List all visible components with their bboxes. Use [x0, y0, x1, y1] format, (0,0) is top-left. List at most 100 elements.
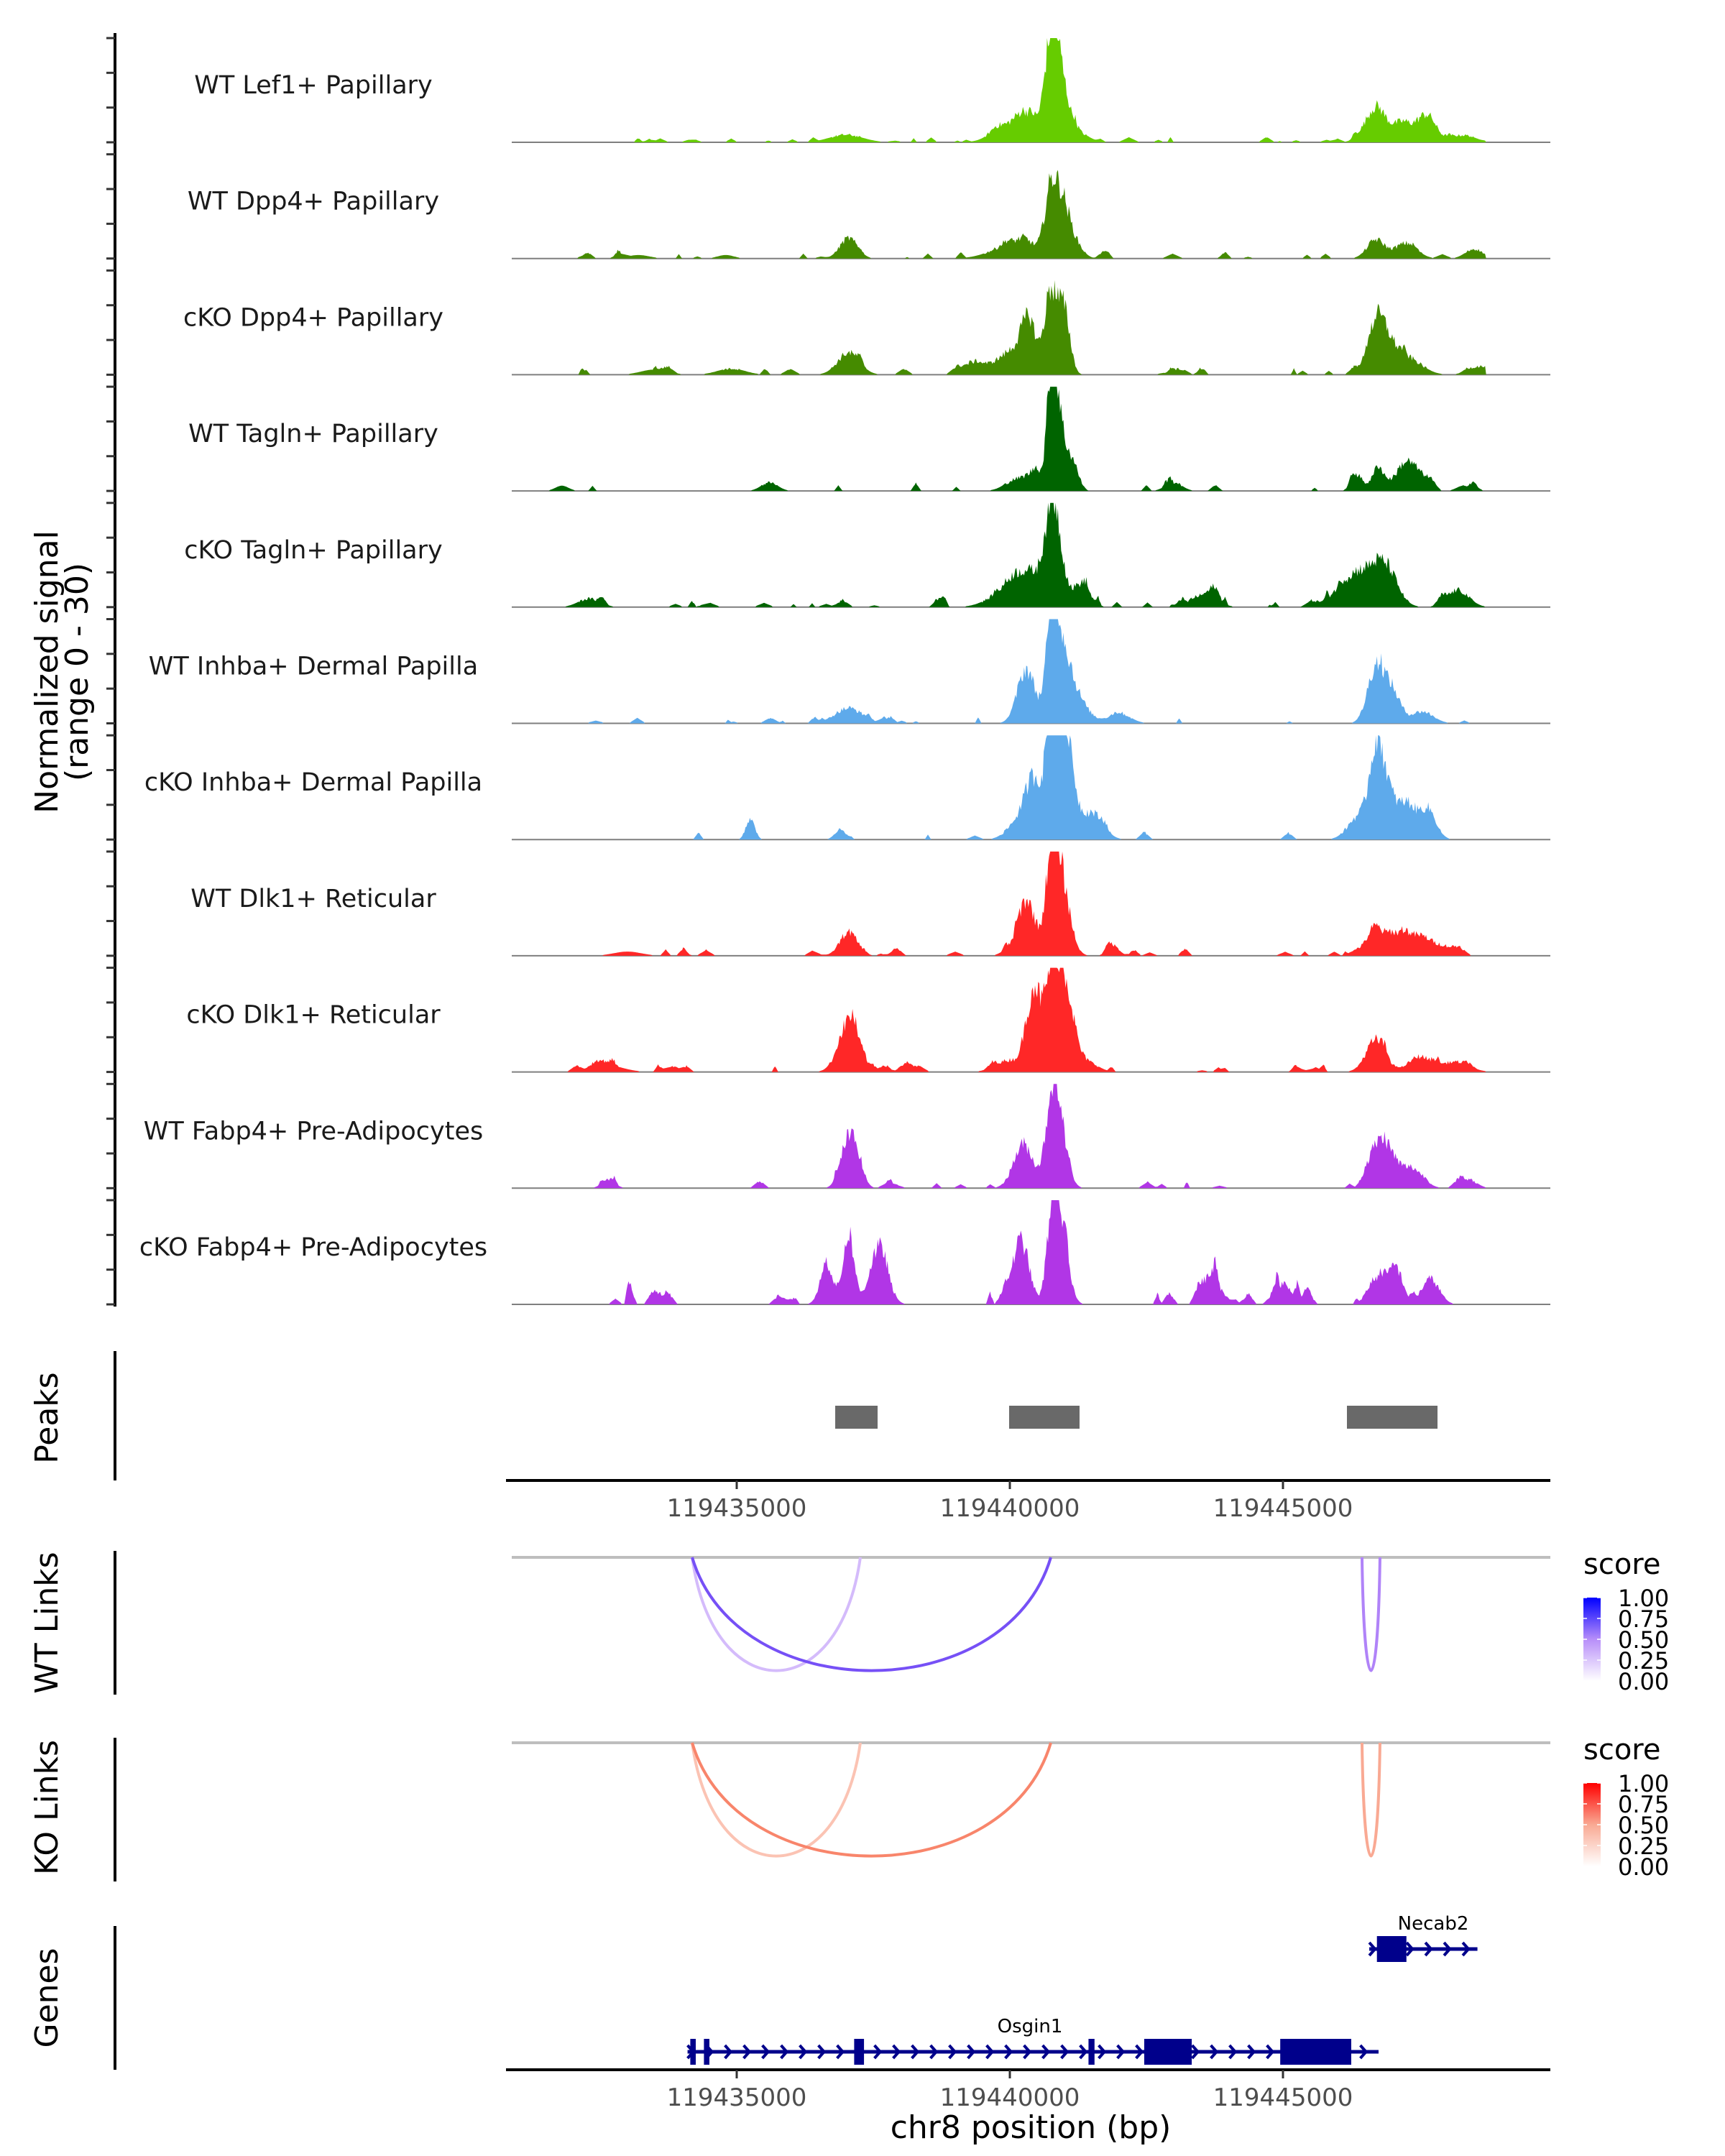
- coverage-signal-area: [506, 619, 1550, 724]
- wt-score-legend: score 1.000.750.500.250.00: [1583, 1548, 1669, 1695]
- coverage-track: WT Dlk1+ Reticular: [190, 851, 1550, 957]
- genes-track-label: Genes: [29, 1948, 65, 2047]
- strand-arrow-icon: [929, 2044, 939, 2060]
- peaks-track-label: Peaks: [29, 1372, 65, 1463]
- legend-tick-label: 1.00: [1618, 1770, 1669, 1797]
- strand-arrow-icon: [817, 2044, 827, 2060]
- link-arc: [691, 1742, 862, 1858]
- coverage-track-label: WT Inhba+ Dermal Papilla: [149, 653, 478, 681]
- coverage-signal-area: [506, 1084, 1550, 1189]
- coverage-signal-area: [506, 170, 1550, 259]
- ko-links-track: KO Links: [29, 1738, 1550, 1881]
- wt-link-arcs: [691, 1557, 1381, 1672]
- legend-tick-label: 0.25: [1618, 1833, 1669, 1860]
- legend-title: score: [1583, 1548, 1660, 1581]
- link-arc: [1360, 1557, 1381, 1672]
- wt-links-label: WT Links: [29, 1552, 65, 1693]
- strand-arrow-icon: [836, 2044, 845, 2060]
- x-axis-peaks: 119435000 119440000 119445000: [506, 1479, 1550, 1523]
- strand-arrow-icon: [1228, 2044, 1238, 2060]
- coverage-signal-area: [506, 387, 1550, 492]
- strand-arrow-icon: [724, 2044, 733, 2060]
- gene-exon: [704, 2039, 709, 2065]
- legend-tick-label: 0.00: [1618, 1668, 1669, 1695]
- strand-arrow-icon: [799, 2044, 808, 2060]
- x-axis-tick-label: 119435000: [667, 2083, 807, 2112]
- x-axis-tick-label: 119445000: [1213, 2083, 1353, 2112]
- gene-exon: [1088, 2039, 1095, 2065]
- link-arc: [691, 1557, 1052, 1672]
- x-axis-tick-label: 119435000: [667, 1494, 807, 1523]
- gene-exon: [1376, 1936, 1407, 1962]
- x-axis-tick-label: 119445000: [1213, 1494, 1353, 1523]
- coverage-track: WT Dpp4+ Papillary: [188, 170, 1550, 259]
- coverage-signal-area: [506, 502, 1550, 607]
- strand-arrow-icon: [742, 2044, 752, 2060]
- ko-score-legend: score 1.000.750.500.250.00: [1583, 1733, 1669, 1881]
- gene-exon: [854, 2039, 865, 2065]
- strand-arrow-icon: [1135, 2044, 1144, 2060]
- coverage-signal-area: [506, 280, 1550, 375]
- strand-arrow-icon: [1191, 2044, 1200, 2060]
- peak-region: [835, 1406, 878, 1429]
- coverage-track: cKO Inhba+ Dermal Papilla: [144, 735, 1550, 841]
- coverage-track-label: WT Lef1+ Papillary: [194, 71, 433, 100]
- legend-tick-label: 0.50: [1618, 1626, 1669, 1654]
- strand-arrow-icon: [948, 2044, 957, 2060]
- legend-tick-label: 1.00: [1618, 1585, 1669, 1612]
- strand-arrow-icon: [967, 2044, 976, 2060]
- coverage-y-axis-label: Normalized signal: [29, 530, 65, 814]
- gene-name-label: Osgin1: [998, 2016, 1063, 2037]
- gene-exon: [1280, 2039, 1351, 2065]
- peak-region: [1009, 1406, 1080, 1429]
- coverage-y-axis-label-range: (range 0 - 30): [59, 563, 96, 781]
- legend-tick-label: 0.75: [1618, 1791, 1669, 1818]
- link-arc: [691, 1742, 1052, 1858]
- peak-regions: [835, 1406, 1438, 1429]
- x-axis-genes: 119435000 119440000 119445000: [506, 2068, 1550, 2112]
- legend-tick-label: 0.00: [1618, 1853, 1669, 1881]
- coverage-track: cKO Tagln+ Papillary: [184, 502, 1550, 608]
- coverage-track-label: cKO Tagln+ Papillary: [184, 536, 443, 565]
- gene-model: Necab2: [1368, 1913, 1478, 1962]
- gene-name-label: Necab2: [1398, 1913, 1469, 1935]
- x-axis-title: chr8 position (bp): [891, 2109, 1172, 2146]
- strand-arrow-icon: [1424, 1941, 1433, 1957]
- coverage-track: WT Lef1+ Papillary: [194, 38, 1550, 143]
- strand-arrow-icon: [1023, 2044, 1032, 2060]
- coverage-track-label: cKO Fabp4+ Pre-Adipocytes: [139, 1233, 487, 1262]
- coverage-signal-area: [506, 967, 1550, 1072]
- ko-links-label: KO Links: [29, 1740, 65, 1875]
- genes-track: Genes Osgin1 Necab2: [29, 1913, 1478, 2070]
- legend-tick-label: 0.50: [1618, 1812, 1669, 1839]
- coverage-track: WT Inhba+ Dermal Papilla: [149, 619, 1550, 724]
- coverage-track: cKO Dlk1+ Reticular: [186, 967, 1550, 1073]
- strand-arrow-icon: [761, 2044, 770, 2060]
- coverage-track: cKO Dpp4+ Papillary: [183, 280, 1550, 376]
- peaks-track: Peaks: [29, 1351, 1438, 1480]
- ko-link-arcs: [691, 1742, 1381, 1858]
- gene-model: Osgin1: [686, 2016, 1379, 2065]
- strand-arrow-icon: [873, 2044, 883, 2060]
- strand-arrow-icon: [985, 2044, 995, 2060]
- coverage-signal-area: [506, 735, 1550, 840]
- x-axis-tick-label: 119440000: [940, 1494, 1080, 1523]
- strand-arrow-icon: [1461, 1941, 1471, 1957]
- strand-arrow-icon: [1060, 2044, 1070, 2060]
- link-arc: [1360, 1742, 1381, 1858]
- strand-arrow-icon: [1004, 2044, 1013, 2060]
- strand-arrow-icon: [1116, 2044, 1126, 2060]
- strand-arrow-icon: [780, 2044, 789, 2060]
- coverage-track-label: WT Dlk1+ Reticular: [190, 885, 436, 913]
- peak-region: [1346, 1406, 1438, 1429]
- strand-arrow-icon: [1405, 1941, 1414, 1957]
- strand-arrow-icon: [1368, 1941, 1377, 1957]
- strand-arrow-icon: [1247, 2044, 1256, 2060]
- wt-links-track: WT Links: [29, 1551, 1550, 1695]
- strand-arrow-icon: [1266, 2044, 1275, 2060]
- legend-tick-label: 0.75: [1618, 1606, 1669, 1633]
- legend-tick-label: 0.25: [1618, 1647, 1669, 1674]
- coverage-tracks: WT Lef1+ Papillary WT Dpp4+ Papillary cKO …: [139, 38, 1550, 1305]
- gene-exon: [690, 2039, 696, 2065]
